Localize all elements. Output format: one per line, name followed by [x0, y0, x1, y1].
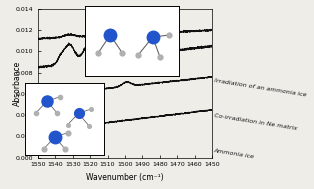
X-axis label: Wavenumber (cm⁻¹): Wavenumber (cm⁻¹)	[86, 173, 164, 182]
Text: Ammonia ice: Ammonia ice	[213, 148, 255, 160]
Text: Irradiation of an ammonia ice: Irradiation of an ammonia ice	[213, 78, 306, 97]
Text: Co-irradiation in Ne matrix: Co-irradiation in Ne matrix	[213, 113, 297, 131]
Text: (NH₂)(NH₃)ₙ: (NH₂)(NH₃)ₙ	[139, 44, 175, 49]
Y-axis label: Absorbance: Absorbance	[13, 61, 22, 106]
